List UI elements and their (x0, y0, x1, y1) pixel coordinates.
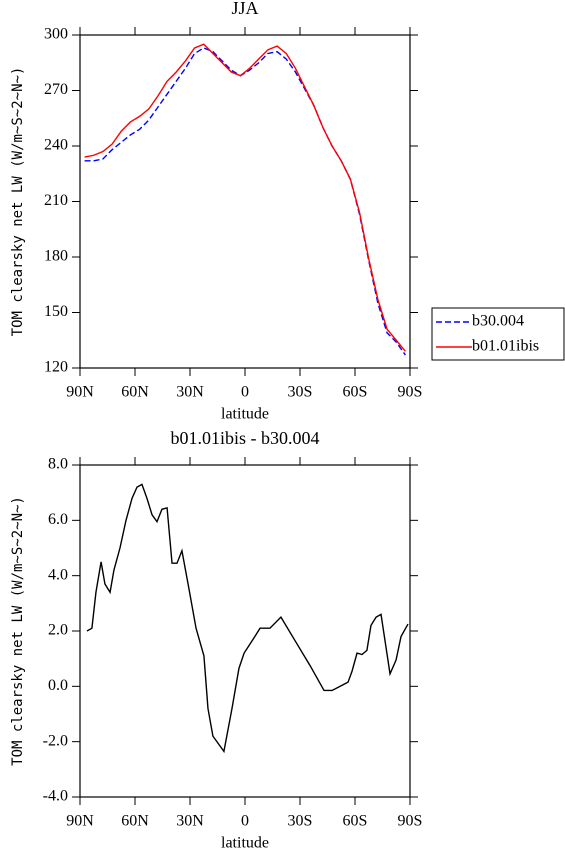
x-axis-label: latitude (221, 835, 269, 851)
data-line (84, 47, 406, 356)
x-tick-label: 0 (241, 813, 249, 830)
x-tick-label: 90N (66, 813, 94, 830)
x-tick-label: 30S (288, 813, 313, 830)
y-tick-label: 300 (44, 26, 68, 43)
x-tick-label: 60N (121, 384, 149, 401)
y-tick-label: 2.0 (48, 622, 68, 639)
y-tick-label: 8.0 (48, 456, 68, 473)
x-tick-label: 0 (241, 384, 249, 401)
y-tick-label: 6.0 (48, 511, 68, 528)
y-tick-label: 180 (44, 248, 68, 265)
legend-label: b01.01ibis (472, 338, 539, 355)
y-tick-label: 270 (44, 81, 68, 98)
y-tick-label: 150 (44, 303, 68, 320)
y-tick-label: 0.0 (48, 677, 68, 694)
legend-box (431, 307, 565, 361)
x-tick-label: 90S (398, 384, 423, 401)
data-line (86, 483, 409, 754)
x-tick-label: 90S (398, 813, 423, 830)
y-tick-label: 120 (44, 359, 68, 376)
chart-title: b01.01ibis - b30.004 (170, 428, 319, 448)
chart-title: JJA (231, 0, 258, 18)
x-axis-label: latitude (221, 406, 269, 423)
x-tick-label: 60N (121, 813, 149, 830)
x-tick-label: 30N (176, 813, 204, 830)
x-tick-label: 90N (66, 384, 94, 401)
x-tick-label: 30N (176, 384, 204, 401)
y-tick-label: -2.0 (43, 732, 68, 749)
data-line (84, 43, 406, 352)
plot-frame (79, 464, 411, 798)
x-tick-label: 30S (288, 384, 313, 401)
y-axis-label: TOM clearsky net LW (W/m~S~2~N~) (10, 496, 26, 766)
y-tick-label: -4.0 (43, 788, 68, 805)
legend-label: b30.004 (472, 313, 524, 330)
y-tick-label: 210 (44, 192, 68, 209)
plot-frame (79, 34, 411, 369)
y-tick-label: 4.0 (48, 566, 68, 583)
y-tick-label: 240 (44, 137, 68, 154)
y-axis-label: TOM clearsky net LW (W/m~S~2~N~) (10, 67, 26, 337)
x-tick-label: 60S (343, 384, 368, 401)
x-tick-label: 60S (343, 813, 368, 830)
